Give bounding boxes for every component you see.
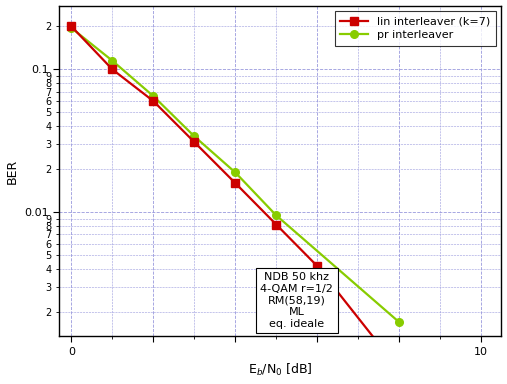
Y-axis label: BER: BER	[6, 158, 19, 184]
Text: NDB 50 khz
4-QAM r=1/2
RM(58,19)
ML
eq. ideale: NDB 50 khz 4-QAM r=1/2 RM(58,19) ML eq. …	[260, 272, 333, 329]
Line: lin interleaver (k=7): lin interleaver (k=7)	[67, 23, 423, 384]
pr interleaver	[150, 94, 156, 98]
X-axis label: E$_b$/N$_0$ [dB]: E$_b$/N$_0$ [dB]	[248, 362, 313, 379]
pr interleaver	[191, 134, 197, 139]
pr interleaver	[110, 58, 116, 63]
pr interleaver	[273, 213, 279, 218]
pr interleaver	[232, 170, 238, 175]
Line: pr interleaver: pr interleaver	[67, 24, 403, 326]
pr interleaver	[396, 320, 402, 324]
lin interleaver (k=7)	[68, 24, 75, 29]
lin interleaver (k=7)	[191, 140, 197, 144]
Legend: lin interleaver (k=7), pr interleaver: lin interleaver (k=7), pr interleaver	[335, 11, 496, 46]
pr interleaver	[68, 26, 75, 30]
lin interleaver (k=7)	[232, 181, 238, 185]
lin interleaver (k=7)	[110, 67, 116, 72]
lin interleaver (k=7)	[150, 99, 156, 103]
lin interleaver (k=7)	[314, 264, 320, 268]
lin interleaver (k=7)	[273, 222, 279, 227]
